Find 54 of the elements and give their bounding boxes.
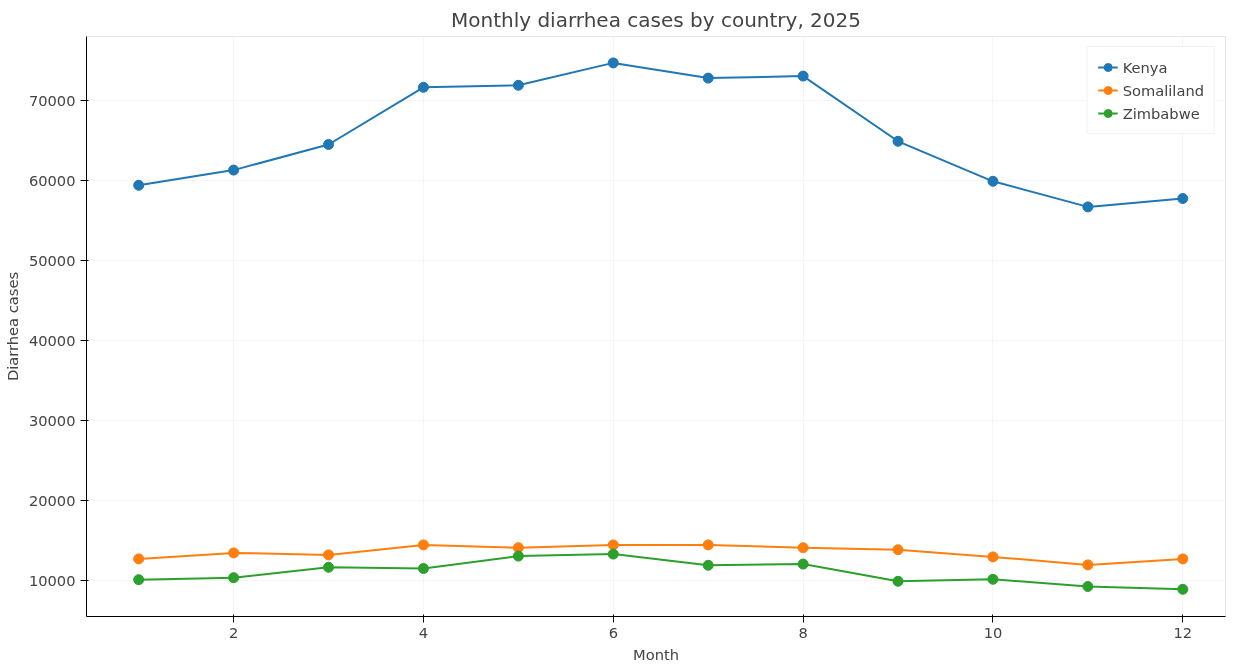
point	[702, 72, 714, 84]
point	[133, 574, 145, 586]
legend-label: Kenya	[1122, 58, 1168, 76]
point	[607, 548, 619, 560]
point	[228, 547, 240, 559]
x-tick-label: 2	[228, 623, 239, 641]
legend-label: Zimbabwe	[1122, 104, 1200, 122]
point	[323, 561, 335, 573]
point	[797, 70, 809, 82]
point	[228, 572, 240, 584]
y-tick-label: 20000	[28, 491, 76, 509]
x-axis-title: Month	[633, 645, 679, 663]
point	[607, 57, 619, 69]
point	[323, 549, 335, 561]
y-tick-label: 30000	[28, 411, 76, 429]
point	[892, 135, 904, 147]
y-axis-title: Diarrhea cases	[3, 271, 21, 382]
point	[323, 139, 335, 150]
point	[133, 179, 145, 191]
point	[417, 539, 429, 551]
point	[1177, 193, 1189, 204]
point	[702, 539, 714, 551]
x-tick-label: 6	[608, 623, 618, 641]
point	[892, 575, 904, 587]
point	[987, 175, 999, 187]
x-tick-label: 12	[1173, 623, 1193, 641]
point	[1177, 583, 1189, 595]
point	[512, 550, 524, 562]
point	[1082, 201, 1094, 213]
y-tick-label: 50000	[28, 251, 76, 269]
point	[702, 559, 714, 571]
y-tick-label: 70000	[28, 91, 76, 109]
point	[1082, 559, 1094, 571]
point	[417, 81, 429, 93]
point	[987, 573, 999, 585]
point	[512, 79, 524, 91]
point	[228, 164, 240, 176]
y-tick-label: 10000	[28, 571, 76, 589]
y-tick-label: 40000	[28, 331, 76, 349]
point	[1082, 581, 1094, 592]
point	[1177, 553, 1189, 565]
point	[892, 544, 904, 556]
point	[133, 553, 145, 565]
x-tick-label: 4	[418, 623, 429, 641]
x-tick-label: 8	[798, 623, 808, 641]
y-tick-label: 60000	[28, 171, 76, 189]
point	[797, 542, 809, 554]
point	[797, 558, 809, 570]
chart-title: Monthly diarrhea cases by country, 2025	[450, 7, 862, 32]
point	[607, 539, 619, 551]
point	[417, 563, 429, 574]
x-tick-label: 10	[983, 623, 1003, 641]
legend-label: Somaliland	[1122, 81, 1204, 99]
point	[987, 551, 999, 563]
